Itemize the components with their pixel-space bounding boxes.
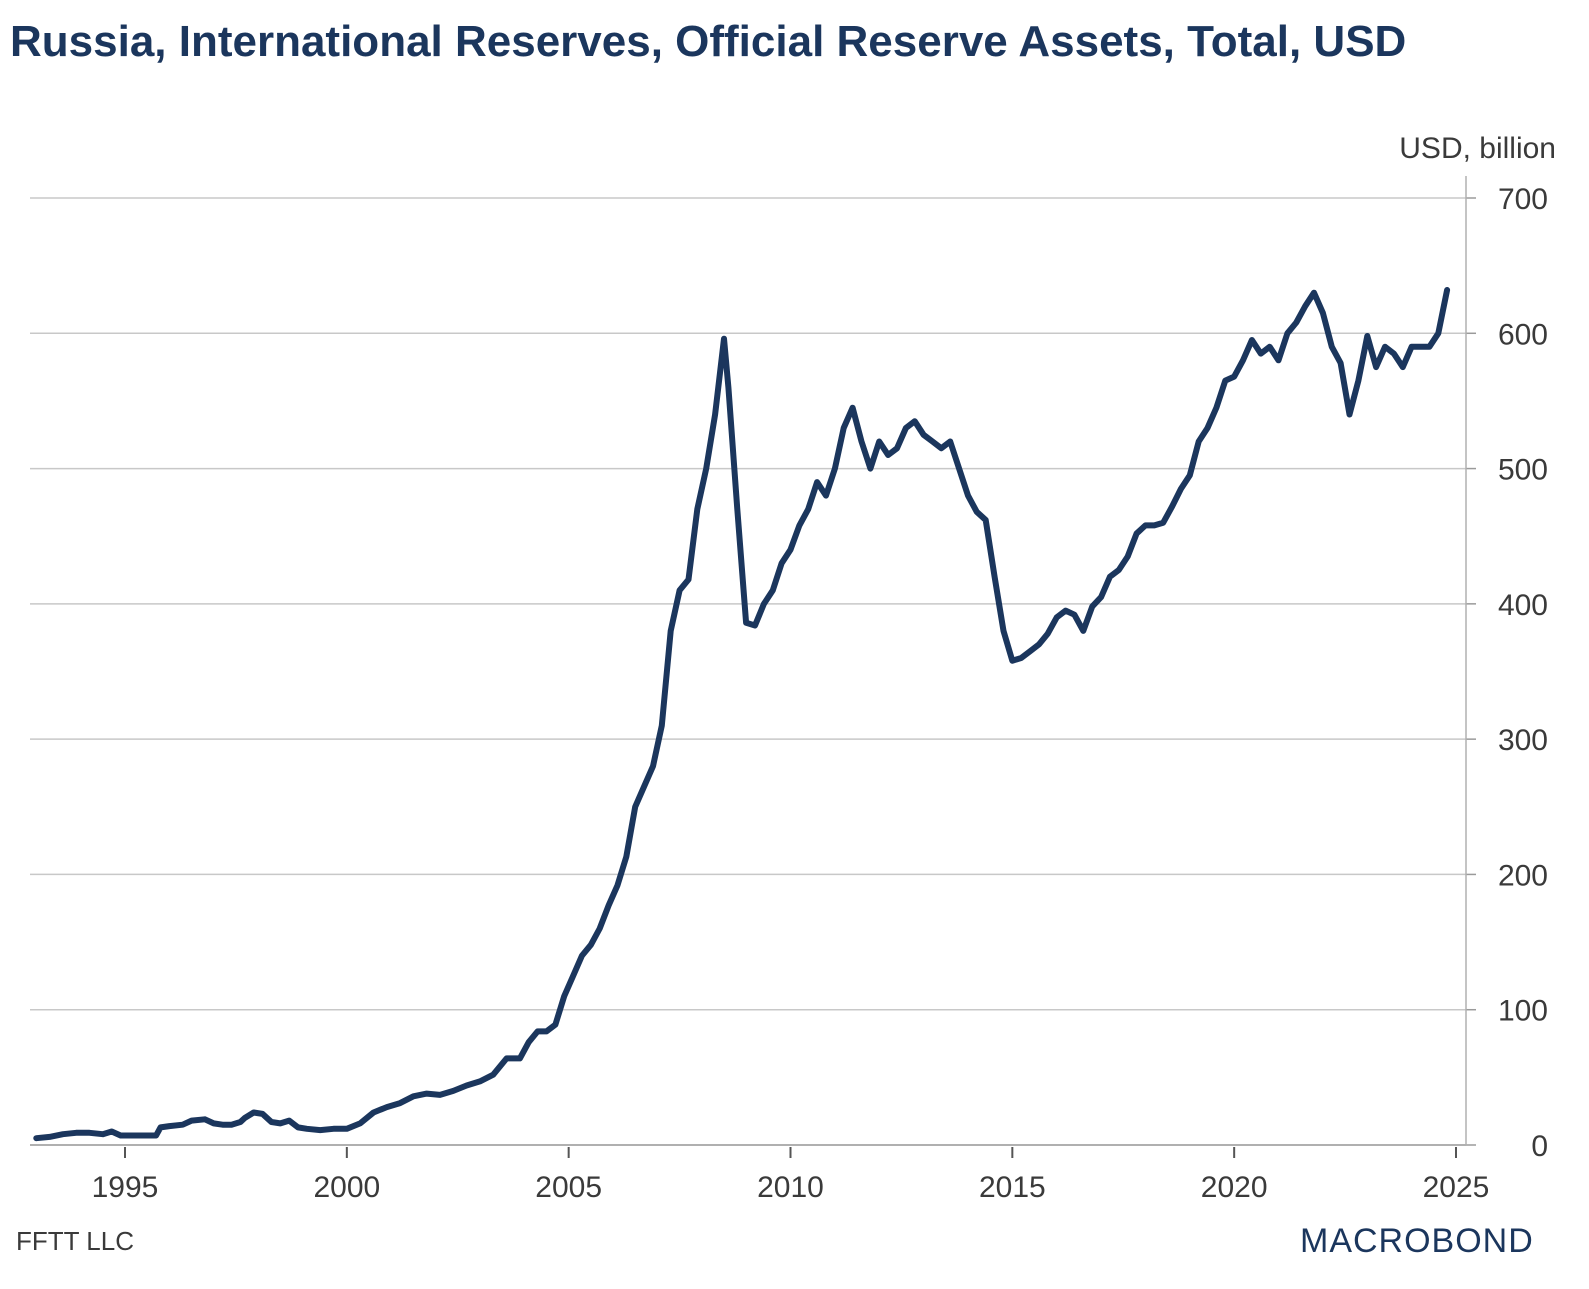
macrobond-logo: MACROBOND [1300, 1222, 1534, 1261]
chart-title: Russia, International Reserves, Official… [10, 17, 1407, 66]
x-tick-label: 1995 [92, 1171, 159, 1204]
x-tick-label: 2020 [1201, 1171, 1268, 1204]
series-line [33, 287, 1451, 1142]
y-axis-unit-label: USD, billion [1399, 132, 1556, 165]
y-tick-label: 600 [1498, 318, 1548, 351]
x-tick-label: 2000 [313, 1171, 380, 1204]
source-label: FFTT LLC [16, 1226, 134, 1256]
y-tick-label: 100 [1498, 995, 1548, 1028]
y-tick-label: 500 [1498, 454, 1548, 487]
tick-labels: 0 100 200 300 400 500 600 700 1995 2000 2005 2010 20… [92, 183, 1548, 1204]
y-tick-label: 300 [1498, 724, 1548, 757]
y-tick-label: 700 [1498, 183, 1548, 216]
gridlines [30, 197, 1466, 1011]
axes [30, 176, 1476, 1158]
y-tick-label: 200 [1498, 859, 1548, 892]
x-tick-label: 2015 [979, 1171, 1046, 1204]
x-tick-label: 2025 [1423, 1171, 1490, 1204]
y-tick-label: 0 [1531, 1130, 1548, 1163]
x-tick-label: 2005 [535, 1171, 602, 1204]
brand-text: MACROBOND [1300, 1222, 1534, 1260]
x-tick-label: 2010 [757, 1171, 824, 1204]
y-tick-label: 400 [1498, 589, 1548, 622]
